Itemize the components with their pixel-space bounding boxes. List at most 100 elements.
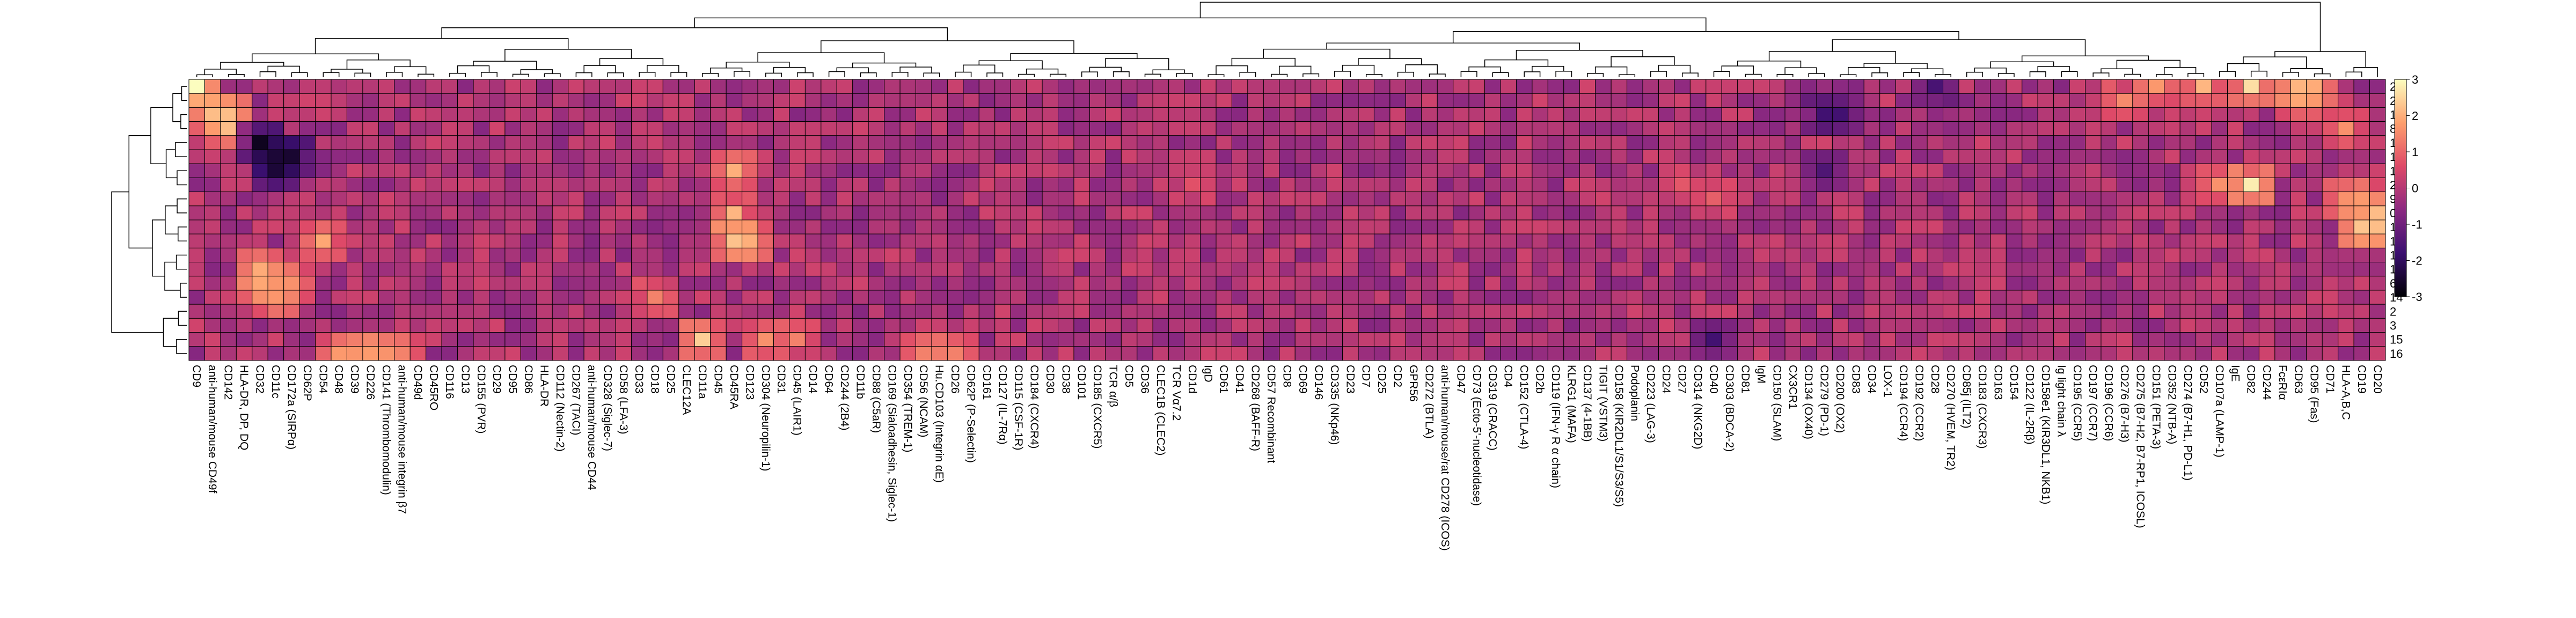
heatmap-cell xyxy=(1263,205,1280,220)
heatmap-cell xyxy=(978,79,996,94)
heatmap-cell xyxy=(2338,219,2354,234)
heatmap-cell xyxy=(1168,276,1185,291)
heatmap-cell xyxy=(599,149,616,164)
heatmap-cell xyxy=(2338,290,2354,305)
heatmap-cell xyxy=(1689,290,1707,305)
heatmap-cell xyxy=(1784,177,1802,193)
heatmap-cell xyxy=(1721,163,1738,178)
heatmap-cell xyxy=(1105,149,1122,164)
heatmap-cell xyxy=(441,219,458,234)
column-label: CD62P xyxy=(301,365,313,401)
column-label: CD354 (TREM-1) xyxy=(902,365,914,452)
heatmap-cell xyxy=(504,205,521,220)
heatmap-cell xyxy=(852,93,869,108)
heatmap-cell xyxy=(1943,219,1959,234)
heatmap-cell xyxy=(1358,346,1374,361)
column-label: CD223 (LAG-3) xyxy=(1644,365,1657,443)
heatmap-cell xyxy=(394,276,411,291)
heatmap-cell xyxy=(1753,332,1770,347)
heatmap-cell xyxy=(1958,318,1975,333)
heatmap-cell xyxy=(836,262,853,277)
heatmap-cell xyxy=(504,262,521,277)
heatmap-cell xyxy=(647,163,663,178)
heatmap-cell xyxy=(726,219,743,234)
heatmap-cell xyxy=(1943,163,1959,178)
heatmap-cell xyxy=(1832,93,1849,108)
column-label: CD185 (CXCR5) xyxy=(1091,365,1103,448)
heatmap-cell xyxy=(647,304,663,319)
heatmap-cell xyxy=(204,276,221,291)
heatmap-cell xyxy=(409,135,427,150)
heatmap-cell xyxy=(2274,318,2291,333)
heatmap-cell xyxy=(1184,177,1201,193)
heatmap-cell xyxy=(2258,205,2275,220)
heatmap-cell xyxy=(1927,332,1944,347)
heatmap-cell xyxy=(1358,163,1374,178)
heatmap-cell xyxy=(2164,219,2180,234)
heatmap-cell xyxy=(1105,135,1122,150)
dendrogram-branch xyxy=(152,219,165,277)
heatmap-cell xyxy=(1547,304,1564,319)
heatmap-cell xyxy=(1121,205,1138,220)
heatmap-cell xyxy=(2369,135,2386,150)
heatmap-cell xyxy=(1769,276,1785,291)
heatmap-cell xyxy=(188,107,205,122)
heatmap-cell xyxy=(1990,149,2007,164)
heatmap-cell xyxy=(568,332,584,347)
heatmap-cell xyxy=(583,247,601,263)
heatmap-cell xyxy=(2243,219,2259,234)
heatmap-cell xyxy=(1373,219,1391,234)
heatmap-cell xyxy=(457,332,474,347)
heatmap-cell xyxy=(1468,149,1485,164)
heatmap-cell xyxy=(283,135,300,150)
heatmap-cell xyxy=(1801,346,1817,361)
heatmap-cell xyxy=(504,276,521,291)
heatmap-cell xyxy=(694,205,711,220)
heatmap-cell xyxy=(441,205,458,220)
heatmap-cell xyxy=(362,177,379,193)
heatmap-cell xyxy=(1184,346,1201,361)
heatmap-cell xyxy=(2069,149,2086,164)
heatmap-cell xyxy=(583,332,601,347)
heatmap-cell xyxy=(2179,177,2197,193)
heatmap-cell xyxy=(2290,219,2307,234)
column-label: CD13 xyxy=(459,365,471,394)
heatmap-cell xyxy=(1200,79,1217,94)
heatmap-cell xyxy=(2227,346,2244,361)
heatmap-cell xyxy=(1026,276,1043,291)
heatmap-cell xyxy=(1326,276,1343,291)
heatmap-cell xyxy=(1642,163,1659,178)
column-label: CD244 (2B4) xyxy=(838,365,851,431)
heatmap-cell xyxy=(1895,121,1912,136)
heatmap-cell xyxy=(299,318,316,333)
heatmap-cell xyxy=(1816,276,1833,291)
heatmap-cell xyxy=(1137,247,1153,263)
heatmap-cell xyxy=(394,247,411,263)
heatmap-cell xyxy=(1595,247,1612,263)
heatmap-cell xyxy=(1927,290,1944,305)
heatmap-cell xyxy=(2164,93,2180,108)
heatmap-cell xyxy=(1058,219,1074,234)
heatmap-cell xyxy=(1121,121,1138,136)
heatmap-cell xyxy=(1706,163,1722,178)
heatmap-cell xyxy=(2037,93,2054,108)
dendrogram-branch xyxy=(1199,2,2321,52)
heatmap-cell xyxy=(1563,233,1580,248)
heatmap-cell xyxy=(2306,219,2323,234)
heatmap-cell xyxy=(1216,107,1232,122)
heatmap-cell xyxy=(678,177,695,193)
heatmap-cell xyxy=(1137,107,1153,122)
heatmap-cell xyxy=(1089,262,1106,277)
heatmap-cell xyxy=(1579,135,1596,150)
heatmap-cell xyxy=(2196,149,2212,164)
heatmap-cell xyxy=(2369,219,2386,234)
heatmap-cell xyxy=(1547,247,1564,263)
heatmap-cell xyxy=(2353,276,2370,291)
heatmap-cell xyxy=(1137,121,1153,136)
heatmap-cell xyxy=(2053,93,2070,108)
heatmap-cell xyxy=(1121,93,1138,108)
heatmap-cell xyxy=(978,290,996,305)
heatmap-cell xyxy=(252,107,268,122)
heatmap-cell xyxy=(1484,290,1501,305)
heatmap-cell xyxy=(1358,318,1374,333)
